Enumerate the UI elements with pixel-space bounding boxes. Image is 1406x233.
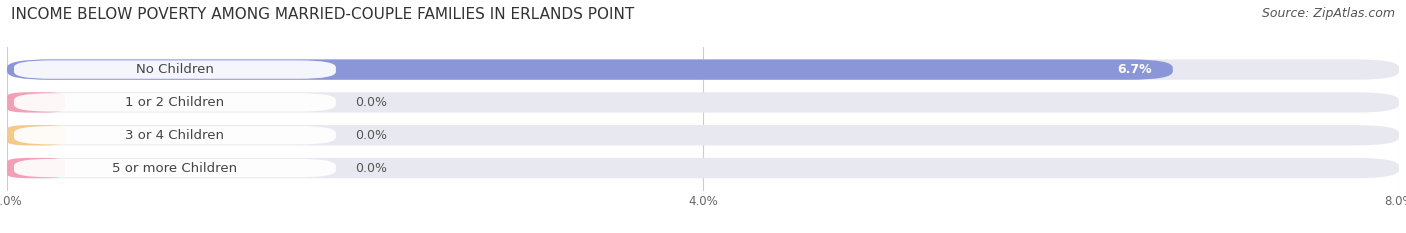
- Text: INCOME BELOW POVERTY AMONG MARRIED-COUPLE FAMILIES IN ERLANDS POINT: INCOME BELOW POVERTY AMONG MARRIED-COUPL…: [11, 7, 634, 22]
- FancyBboxPatch shape: [14, 93, 336, 112]
- FancyBboxPatch shape: [14, 126, 336, 144]
- FancyBboxPatch shape: [7, 125, 65, 145]
- FancyBboxPatch shape: [7, 92, 65, 113]
- Text: No Children: No Children: [136, 63, 214, 76]
- Text: 0.0%: 0.0%: [354, 129, 387, 142]
- Text: 0.0%: 0.0%: [354, 96, 387, 109]
- FancyBboxPatch shape: [7, 158, 1399, 178]
- FancyBboxPatch shape: [14, 159, 336, 177]
- FancyBboxPatch shape: [7, 59, 1399, 80]
- FancyBboxPatch shape: [7, 92, 1399, 113]
- Text: 3 or 4 Children: 3 or 4 Children: [125, 129, 225, 142]
- FancyBboxPatch shape: [7, 125, 1399, 145]
- Text: 1 or 2 Children: 1 or 2 Children: [125, 96, 225, 109]
- Text: Source: ZipAtlas.com: Source: ZipAtlas.com: [1261, 7, 1395, 20]
- FancyBboxPatch shape: [7, 59, 1173, 80]
- Text: 6.7%: 6.7%: [1118, 63, 1152, 76]
- Text: 5 or more Children: 5 or more Children: [112, 161, 238, 175]
- FancyBboxPatch shape: [14, 60, 336, 79]
- Text: 0.0%: 0.0%: [354, 161, 387, 175]
- FancyBboxPatch shape: [7, 158, 65, 178]
